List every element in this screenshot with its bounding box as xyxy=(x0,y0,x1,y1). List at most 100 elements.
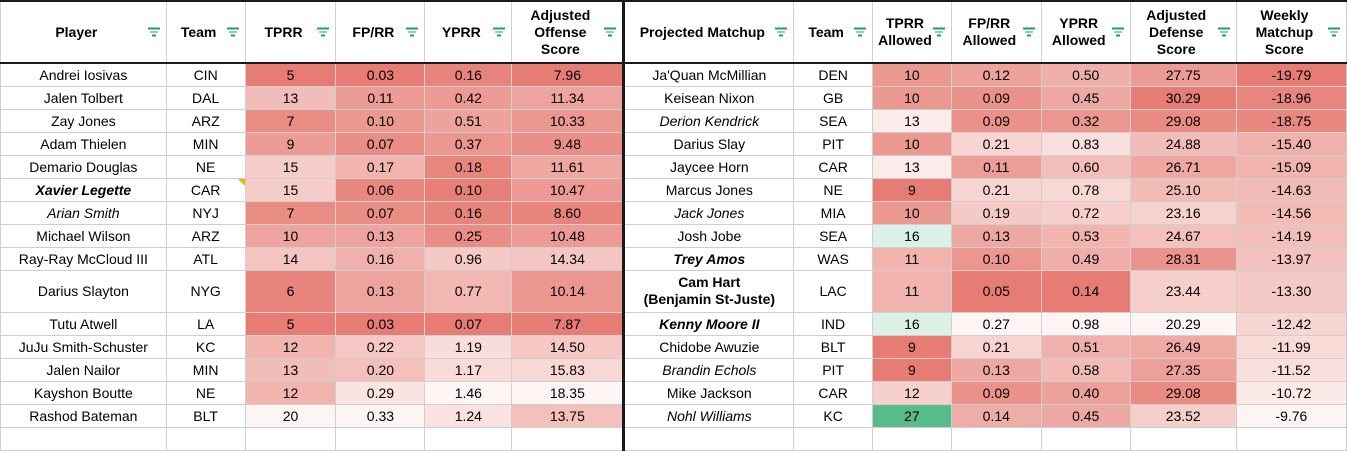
weekly-score-cell[interactable]: -14.63 xyxy=(1235,177,1347,202)
fprr-cell[interactable]: 0.13 xyxy=(335,269,426,313)
yprr-cell[interactable]: 0.10 xyxy=(424,177,513,202)
adjusted-offense-cell[interactable]: 14.50 xyxy=(511,334,626,359)
fprr-allowed-cell[interactable]: 0.21 xyxy=(950,177,1042,202)
matchup-team-cell[interactable]: CAR xyxy=(793,380,874,405)
fprr-cell[interactable]: 0.03 xyxy=(335,311,426,336)
tprr-cell[interactable]: 6 xyxy=(244,269,337,313)
team-cell[interactable]: LA xyxy=(165,311,246,336)
team-cell[interactable]: ARZ xyxy=(165,223,246,248)
player-cell[interactable]: Kayshon Boutte xyxy=(0,380,167,405)
adjusted-offense-cell[interactable]: 10.33 xyxy=(511,108,626,133)
fprr-cell[interactable]: 0.13 xyxy=(335,223,426,248)
team-cell[interactable]: MIN xyxy=(165,357,246,382)
weekly-score-cell[interactable]: -9.76 xyxy=(1235,403,1347,428)
matchup-cell[interactable]: Brandin Echols xyxy=(623,357,795,382)
yprr-cell[interactable]: 0.96 xyxy=(424,246,513,271)
adjusted-defense-cell[interactable]: 20.29 xyxy=(1129,311,1237,336)
matchup-cell[interactable]: Darius Slay xyxy=(623,131,795,156)
filter-icon[interactable] xyxy=(854,27,867,37)
yprr-cell[interactable]: 0.18 xyxy=(424,154,513,179)
player-cell[interactable]: Demario Douglas xyxy=(0,154,167,179)
weekly-score-cell[interactable]: -15.09 xyxy=(1235,154,1347,179)
team-cell[interactable]: MIN xyxy=(165,131,246,156)
player-cell[interactable]: Tutu Atwell xyxy=(0,311,167,336)
matchup-cell[interactable]: Keisean Nixon xyxy=(623,85,795,110)
weekly-score-cell[interactable]: -19.79 xyxy=(1235,62,1347,87)
yprr-allowed-cell[interactable]: 0.83 xyxy=(1040,131,1131,156)
matchup-cell[interactable]: Jack Jones xyxy=(623,200,795,225)
filter-icon[interactable] xyxy=(1328,27,1340,37)
fprr-allowed-cell[interactable]: 0.10 xyxy=(950,246,1042,271)
tprr-allowed-cell[interactable]: 9 xyxy=(872,357,952,382)
tprr-cell[interactable]: 14 xyxy=(244,246,337,271)
tprr-cell[interactable]: 5 xyxy=(244,62,337,87)
header-yprr-allowed[interactable]: YPRR Allowed xyxy=(1040,0,1131,64)
yprr-allowed-cell[interactable]: 0.58 xyxy=(1040,357,1131,382)
adjusted-defense-cell[interactable]: 29.08 xyxy=(1129,380,1237,405)
yprr-allowed-cell[interactable]: 0.60 xyxy=(1040,154,1131,179)
fprr-cell[interactable]: 0.07 xyxy=(335,131,426,156)
adjusted-offense-cell[interactable]: 8.60 xyxy=(511,200,626,225)
matchup-team-cell[interactable]: IND xyxy=(793,311,874,336)
tprr-allowed-cell[interactable]: 13 xyxy=(872,108,952,133)
fprr-allowed-cell[interactable]: 0.11 xyxy=(950,154,1042,179)
tprr-allowed-cell[interactable]: 12 xyxy=(872,380,952,405)
header-adjusted-defense-score[interactable]: Adjusted Defense Score xyxy=(1129,0,1237,64)
weekly-score-cell[interactable]: -14.19 xyxy=(1235,223,1347,248)
player-cell[interactable]: JuJu Smith-Schuster xyxy=(0,334,167,359)
weekly-score-cell[interactable]: -18.96 xyxy=(1235,85,1347,110)
adjusted-defense-cell[interactable]: 27.35 xyxy=(1129,357,1237,382)
weekly-score-cell[interactable]: -11.52 xyxy=(1235,357,1347,382)
team-cell[interactable]: KC xyxy=(165,334,246,359)
fprr-allowed-cell[interactable]: 0.09 xyxy=(950,85,1042,110)
yprr-cell[interactable]: 1.19 xyxy=(424,334,513,359)
player-cell[interactable]: Xavier Legette xyxy=(0,177,167,202)
adjusted-defense-cell[interactable]: 25.10 xyxy=(1129,177,1237,202)
adjusted-defense-cell[interactable]: 23.44 xyxy=(1129,269,1237,313)
fprr-cell[interactable]: 0.06 xyxy=(335,177,426,202)
matchup-cell[interactable]: Josh Jobe xyxy=(623,223,795,248)
team-cell[interactable]: CAR xyxy=(165,177,246,202)
adjusted-offense-cell[interactable]: 11.61 xyxy=(511,154,626,179)
tprr-allowed-cell[interactable]: 10 xyxy=(872,85,952,110)
filter-icon[interactable] xyxy=(1217,27,1230,37)
header-yprr[interactable]: YPRR xyxy=(424,0,513,64)
yprr-cell[interactable]: 0.07 xyxy=(424,311,513,336)
tprr-allowed-cell[interactable]: 10 xyxy=(872,62,952,87)
fprr-cell[interactable]: 0.20 xyxy=(335,357,426,382)
team-cell[interactable]: ATL xyxy=(165,246,246,271)
filter-icon[interactable] xyxy=(604,27,617,37)
adjusted-defense-cell[interactable]: 27.75 xyxy=(1129,62,1237,87)
player-cell[interactable]: Zay Jones xyxy=(0,108,167,133)
weekly-score-cell[interactable]: -12.42 xyxy=(1235,311,1347,336)
header-projected-matchup[interactable]: Projected Matchup xyxy=(623,0,795,64)
tprr-allowed-cell[interactable]: 13 xyxy=(872,154,952,179)
yprr-allowed-cell[interactable]: 0.98 xyxy=(1040,311,1131,336)
tprr-cell[interactable]: 5 xyxy=(244,311,337,336)
fprr-cell[interactable]: 0.33 xyxy=(335,403,426,428)
player-cell[interactable]: Adam Thielen xyxy=(0,131,167,156)
adjusted-defense-cell[interactable]: 23.16 xyxy=(1129,200,1237,225)
filter-icon[interactable] xyxy=(226,27,239,37)
yprr-allowed-cell[interactable]: 0.78 xyxy=(1040,177,1131,202)
yprr-allowed-cell[interactable]: 0.51 xyxy=(1040,334,1131,359)
tprr-allowed-cell[interactable]: 9 xyxy=(872,334,952,359)
matchup-cell[interactable]: Nohl Williams xyxy=(623,403,795,428)
tprr-cell[interactable]: 13 xyxy=(244,85,337,110)
yprr-cell[interactable]: 0.51 xyxy=(424,108,513,133)
matchup-team-cell[interactable]: LAC xyxy=(793,269,874,313)
adjusted-offense-cell[interactable]: 9.48 xyxy=(511,131,626,156)
header-tprr[interactable]: TPRR xyxy=(244,0,337,64)
adjusted-offense-cell[interactable]: 18.35 xyxy=(511,380,626,405)
fprr-allowed-cell[interactable]: 0.13 xyxy=(950,223,1042,248)
tprr-cell[interactable]: 13 xyxy=(244,357,337,382)
fprr-cell[interactable]: 0.10 xyxy=(335,108,426,133)
team-cell[interactable]: NE xyxy=(165,154,246,179)
tprr-cell[interactable]: 15 xyxy=(244,177,337,202)
matchup-team-cell[interactable]: CAR xyxy=(793,154,874,179)
filter-icon[interactable] xyxy=(1111,27,1124,37)
weekly-score-cell[interactable]: -13.97 xyxy=(1235,246,1347,271)
player-cell[interactable]: Rashod Bateman xyxy=(0,403,167,428)
tprr-cell[interactable]: 7 xyxy=(244,200,337,225)
yprr-cell[interactable]: 0.77 xyxy=(424,269,513,313)
